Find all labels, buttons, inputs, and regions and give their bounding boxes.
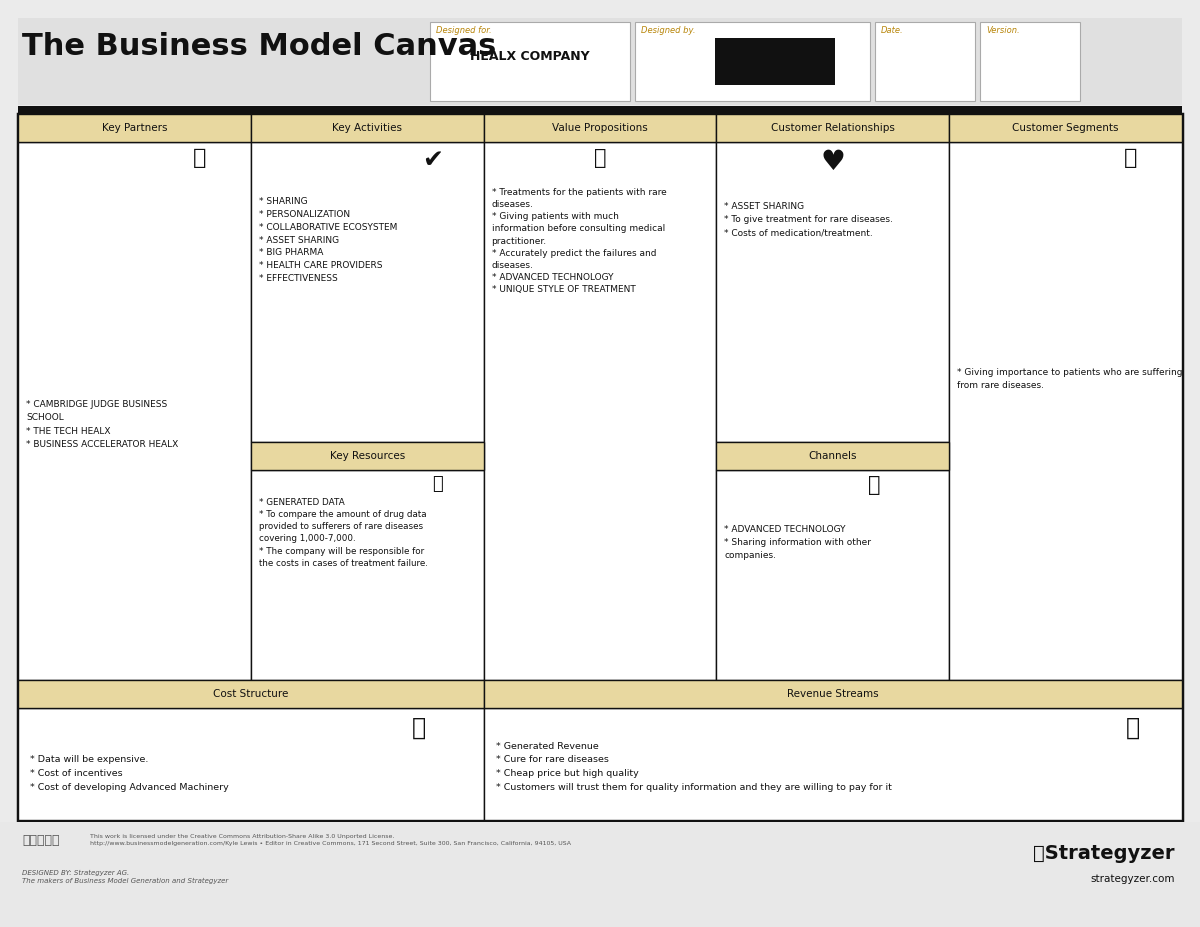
Bar: [716, 142, 949, 442]
Text: Date.: Date.: [881, 26, 904, 35]
Text: HEALX COMPANY: HEALX COMPANY: [470, 49, 590, 62]
Bar: [251, 442, 484, 470]
Bar: [251, 470, 484, 680]
Text: * GENERATED DATA
* To compare the amount of drug data
provided to sufferers of r: * GENERATED DATA * To compare the amount…: [259, 498, 427, 567]
Text: Cost Structure: Cost Structure: [214, 689, 288, 699]
Bar: [18, 708, 484, 820]
Text: 🚚: 🚚: [869, 475, 881, 495]
Text: This work is licensed under the Creative Commons Attribution-Share Alike 3.0 Unp: This work is licensed under the Creative…: [90, 834, 571, 846]
Text: * Data will be expensive.
* Cost of incentives
* Cost of developing Advanced Mac: * Data will be expensive. * Cost of ince…: [30, 755, 229, 792]
Text: ⛓: ⛓: [193, 148, 206, 168]
Text: Version.: Version.: [986, 26, 1020, 35]
Text: Key Activities: Key Activities: [332, 123, 402, 133]
Text: ✔: ✔: [422, 148, 443, 172]
Bar: [980, 22, 1080, 101]
Bar: [875, 22, 974, 101]
Bar: [0, 822, 1200, 927]
Bar: [18, 106, 1182, 114]
Bar: [251, 142, 484, 442]
Bar: [251, 114, 484, 142]
Bar: [635, 22, 870, 101]
Text: Customer Segments: Customer Segments: [1013, 123, 1118, 133]
Bar: [18, 114, 1182, 820]
Text: ♥: ♥: [821, 148, 845, 176]
Text: * CAMBRIDGE JUDGE BUSINESS
SCHOOL
* THE TECH HEALX
* BUSINESS ACCELERATOR HEALX: * CAMBRIDGE JUDGE BUSINESS SCHOOL * THE …: [26, 400, 179, 449]
Text: The Business Model Canvas: The Business Model Canvas: [22, 32, 497, 61]
Text: 🏷: 🏷: [412, 716, 426, 740]
Text: * Giving importance to patients who are suffering
from rare diseases.: * Giving importance to patients who are …: [958, 368, 1183, 390]
Bar: [18, 18, 1182, 105]
Bar: [18, 142, 251, 680]
Text: 👤: 👤: [1124, 148, 1138, 168]
Text: Designed for.: Designed for.: [436, 26, 492, 35]
Text: ⓒⓒⓒⓒⓒ: ⓒⓒⓒⓒⓒ: [22, 834, 60, 847]
Text: Revenue Streams: Revenue Streams: [787, 689, 878, 699]
Text: * Treatments for the patients with rare
diseases.
* Giving patients with much
in: * Treatments for the patients with rare …: [492, 188, 666, 294]
Bar: [484, 142, 716, 680]
Text: 👷: 👷: [432, 475, 443, 493]
Bar: [716, 470, 949, 680]
Bar: [18, 680, 484, 708]
Text: * Generated Revenue
* Cure for rare diseases
* Cheap price but high quality
* Cu: * Generated Revenue * Cure for rare dise…: [496, 742, 892, 793]
Bar: [484, 114, 716, 142]
Text: Channels: Channels: [809, 451, 857, 461]
Text: ⓢStrategyzer: ⓢStrategyzer: [1033, 844, 1175, 863]
Text: * ADVANCED TECHNOLOGY
* Sharing information with other
companies.: * ADVANCED TECHNOLOGY * Sharing informat…: [725, 525, 871, 561]
Text: Key Partners: Key Partners: [102, 123, 167, 133]
Bar: [484, 680, 1182, 708]
Text: * SHARING
* PERSONALIZATION
* COLLABORATIVE ECOSYSTEM
* ASSET SHARING
* BIG PHAR: * SHARING * PERSONALIZATION * COLLABORAT…: [259, 197, 397, 283]
Text: Customer Relationships: Customer Relationships: [770, 123, 895, 133]
Text: * ASSET SHARING
* To give treatment for rare diseases.
* Costs of medication/tre: * ASSET SHARING * To give treatment for …: [725, 202, 893, 237]
Text: DESIGNED BY: Strategyzer AG.
The makers of Business Model Generation and Strateg: DESIGNED BY: Strategyzer AG. The makers …: [22, 870, 228, 884]
Bar: [484, 708, 1182, 820]
Text: 🎁: 🎁: [594, 148, 606, 168]
Text: 💰: 💰: [1126, 716, 1140, 740]
Bar: [430, 22, 630, 101]
Text: Designed by.: Designed by.: [641, 26, 696, 35]
Bar: [18, 114, 251, 142]
Text: strategyzer.com: strategyzer.com: [1091, 874, 1175, 884]
Bar: [949, 142, 1182, 680]
Text: Key Resources: Key Resources: [330, 451, 404, 461]
Bar: [716, 114, 949, 142]
Text: Value Propositions: Value Propositions: [552, 123, 648, 133]
Bar: [716, 442, 949, 470]
Bar: [715, 38, 835, 85]
Bar: [949, 114, 1182, 142]
